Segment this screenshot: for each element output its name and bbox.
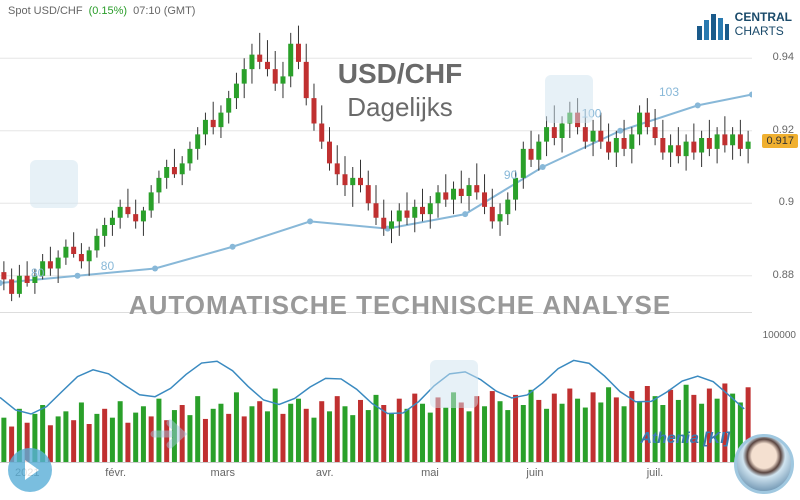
chart-area[interactable]: 808090100103 [0, 22, 752, 462]
x-axis: 2021févr.marsavr.maijuinjuil. [0, 462, 752, 500]
pct-change: (0.15%) [89, 5, 128, 17]
play-button[interactable] [8, 448, 52, 492]
assistant-avatar[interactable] [734, 434, 794, 494]
svg-text:80: 80 [31, 266, 45, 280]
price-chart[interactable]: 808090100103 [0, 22, 752, 312]
symbol-label: Spot USD/CHF [8, 5, 83, 17]
time-label: 07:10 (GMT) [133, 5, 195, 17]
bg-chart-icon [30, 160, 78, 208]
bg-doc-icon [430, 360, 478, 408]
svg-text:103: 103 [659, 85, 679, 99]
svg-text:80: 80 [101, 259, 115, 273]
svg-text:90: 90 [504, 168, 518, 182]
chart-header: Spot USD/CHF (0.15%) 07:10 (GMT) [0, 0, 800, 22]
bg-settings-icon [545, 75, 593, 123]
arrow-icon [150, 413, 192, 455]
y-axis: 0.880.90.920.940.917 [752, 22, 800, 312]
volume-y-label: 100000 [763, 330, 796, 341]
assistant-label: Athenia [KI] [640, 430, 730, 448]
